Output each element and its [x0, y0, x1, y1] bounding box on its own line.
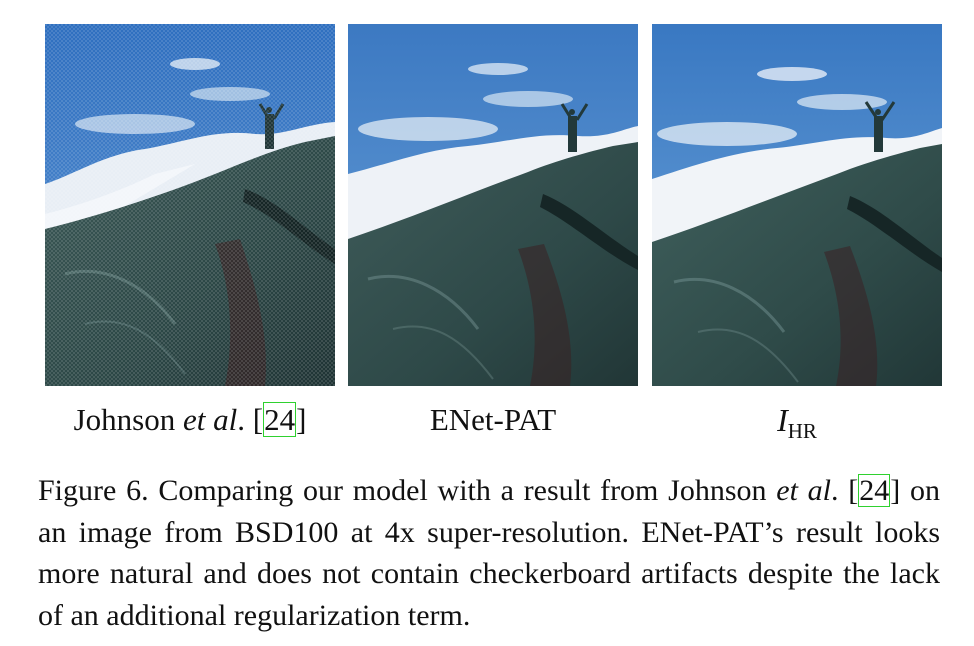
- enet-pat-label: ENet-PAT: [429, 402, 557, 437]
- citation-link[interactable]: 24: [263, 402, 297, 437]
- caption-citation-link[interactable]: 24: [858, 474, 891, 507]
- enet-pat-result-image: [348, 24, 638, 386]
- johnson-label: Johnson et al. [24]: [73, 402, 307, 437]
- hr-label: IHR: [777, 402, 817, 443]
- johnson-result-image: [45, 24, 335, 386]
- figure-caption: Figure 6. Comparing our model with a res…: [38, 474, 940, 632]
- hr-ground-truth-image: [652, 24, 942, 386]
